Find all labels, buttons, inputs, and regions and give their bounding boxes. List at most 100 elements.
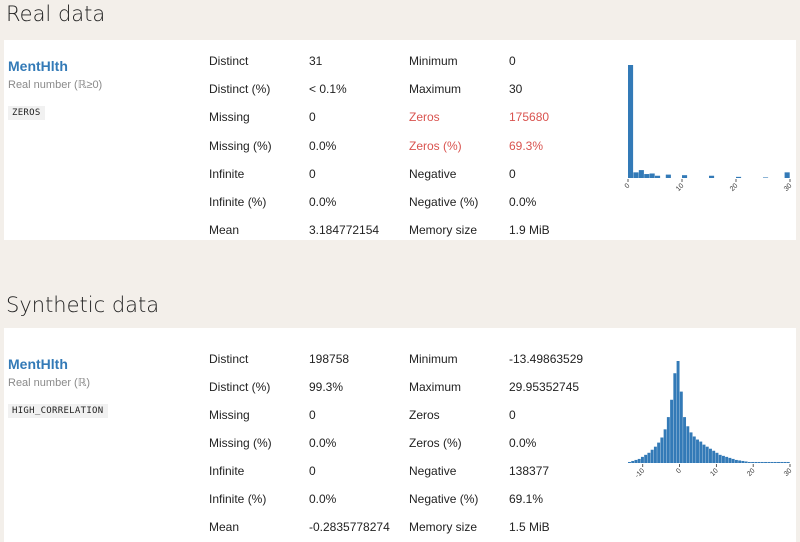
x-tick-label: 0 <box>675 467 683 475</box>
histogram: -10 0 10 20 30 <box>628 361 794 480</box>
histogram-bar <box>683 417 687 463</box>
stat-value: -13.49863529 <box>509 352 584 366</box>
histogram-bar <box>655 175 661 178</box>
histogram-bar <box>692 436 696 463</box>
histogram-bar <box>699 441 703 463</box>
warning-badge-high-correlation: HIGH_CORRELATION <box>8 404 108 418</box>
histogram-bar <box>657 442 661 463</box>
stat-label: Infinite (%) <box>209 492 267 506</box>
stat-label: Distinct <box>209 54 249 68</box>
histogram-bar <box>747 461 751 463</box>
x-tick-label: 10 <box>675 182 686 193</box>
histogram-bar <box>660 437 664 463</box>
histogram-bar <box>663 429 667 463</box>
histogram-bar <box>631 460 635 463</box>
stat-label: Zeros <box>409 110 440 125</box>
histogram-bar <box>728 457 732 463</box>
histogram-bar <box>665 174 671 178</box>
histogram-bar <box>744 461 748 463</box>
histogram-bar <box>777 461 780 463</box>
stat-value: 0.0% <box>309 195 337 209</box>
stat-label: Maximum <box>409 82 462 97</box>
stat-value: 0 <box>309 464 316 478</box>
variable-card-synthetic: MentHlth Real number (ℝ) HIGH_CORRELATIO… <box>4 328 796 542</box>
histogram-bar <box>738 460 742 463</box>
histogram-bar <box>754 461 758 463</box>
histogram-bar <box>773 461 777 463</box>
stat-value: 0 <box>509 54 516 68</box>
histogram-bar <box>666 417 670 463</box>
stat-row: Infinite (%) 0.0% Negative (%) 0.0% <box>209 193 589 213</box>
histogram-bar <box>644 454 648 463</box>
stat-row: Infinite 0 Negative 138377 <box>209 462 589 482</box>
stat-label: Distinct (%) <box>209 82 271 97</box>
stat-label: Mean <box>209 520 240 534</box>
variable-card-real: MentHlth Real number (ℝ≥0) ZEROS Distinc… <box>4 40 796 240</box>
variable-type: Real number (ℝ≥0) <box>8 79 103 91</box>
histogram-bar <box>712 450 716 463</box>
histogram-bar <box>757 461 761 463</box>
stat-value: 0.0% <box>309 436 337 450</box>
stat-value: 0.0% <box>309 138 337 153</box>
x-tick-label: 30 <box>783 182 794 193</box>
x-tick-label: 10 <box>709 467 720 478</box>
stat-value: 138377 <box>509 464 550 478</box>
histogram-bar <box>689 432 693 463</box>
histogram-bar <box>649 173 655 178</box>
histogram-bar <box>767 461 771 463</box>
variable-type: Real number (ℝ) <box>8 377 91 389</box>
stat-row: Missing (%) 0.0% Zeros (%) 69.3% <box>209 137 589 157</box>
x-tick-label: 30 <box>783 467 794 478</box>
histogram-bar <box>718 454 722 463</box>
stat-value: 0.0% <box>509 436 537 450</box>
stat-label: Memory size <box>409 223 478 238</box>
stat-value: 0 <box>309 110 316 125</box>
variable-name-link[interactable]: MentHlth <box>8 58 68 74</box>
stat-label: Negative <box>409 166 457 181</box>
histogram-bar <box>679 391 683 463</box>
histogram-bar <box>741 460 745 463</box>
stat-label: Minimum <box>409 352 458 366</box>
histogram-bar <box>725 456 729 463</box>
stat-label: Missing <box>209 408 250 422</box>
warning-badge-zeros: ZEROS <box>8 106 45 120</box>
stat-row: Distinct 198758 Minimum -13.49863529 <box>209 350 589 370</box>
stat-value: 198758 <box>309 352 350 366</box>
stat-value: 99.3% <box>309 380 344 394</box>
stat-row: Missing 0 Zeros 0 <box>209 406 589 426</box>
histogram-bar <box>736 176 742 178</box>
stat-value: 0 <box>509 166 516 181</box>
stat-label: Maximum <box>409 380 462 394</box>
variable-name-link[interactable]: MentHlth <box>8 356 68 372</box>
stat-label: Infinite (%) <box>209 195 267 209</box>
stat-row: Infinite (%) 0.0% Negative (%) 69.1% <box>209 490 589 510</box>
stat-label: Zeros (%) <box>409 138 462 153</box>
histogram-bar <box>634 459 638 463</box>
stat-value: 0 <box>509 408 516 422</box>
histogram-bar <box>705 446 709 463</box>
histogram-bar <box>638 170 644 178</box>
histogram-bar <box>673 373 677 463</box>
histogram-bar <box>770 461 774 463</box>
histogram-bar <box>650 449 654 463</box>
stat-value: 31 <box>309 54 323 68</box>
x-tick-label: 0 <box>624 182 632 190</box>
stat-label: Distinct <box>209 352 249 366</box>
stat-label: Zeros (%) <box>409 436 462 450</box>
histogram-bar <box>628 461 631 463</box>
stat-value: 1.5 MiB <box>509 520 550 534</box>
stat-value: 0 <box>309 166 316 181</box>
x-tick-label: 20 <box>746 467 757 478</box>
histogram-bar <box>628 65 634 178</box>
histogram-bar <box>786 461 790 463</box>
stat-label: Missing (%) <box>209 138 272 153</box>
stat-label: Negative (%) <box>409 492 479 506</box>
stat-row: Missing (%) 0.0% Zeros (%) 0.0% <box>209 434 589 454</box>
histogram: 0 10 20 30 <box>624 65 794 193</box>
histogram-bar <box>780 461 784 463</box>
stat-label: Minimum <box>409 54 458 68</box>
stat-row: Mean -0.2835778274 Memory size 1.5 MiB <box>209 518 589 538</box>
histogram-bar <box>764 461 768 463</box>
stat-value: 69.3% <box>509 138 544 153</box>
histogram-bar <box>709 175 715 178</box>
